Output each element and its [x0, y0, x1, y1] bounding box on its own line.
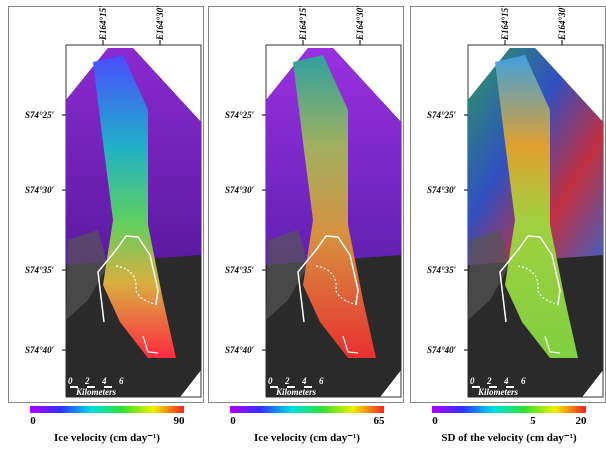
map-panel: N E164°15′ E164°30′ S74°25′ S74°30′ S74°35′ S7…: [8, 5, 204, 444]
lon-label: E164°30′: [155, 5, 165, 41]
colorbar-tick: 65: [374, 415, 386, 427]
glacier: [293, 55, 376, 358]
north-arrow: [473, 62, 487, 72]
lon-label: E164°30′: [355, 5, 365, 41]
lat-label: S74°30′: [427, 185, 457, 195]
colorbar: 0 5 20 SD of the velocity (cm day⁻¹): [432, 406, 587, 444]
lat-label: S74°25′: [25, 110, 55, 120]
scale-tick: 6: [319, 376, 324, 386]
map-panel: N E164°15′ E164°30′ S74°25′ S74°30′ S74°35′ S7…: [410, 5, 606, 444]
ice-front: [342, 335, 359, 354]
rock-light: [468, 230, 510, 320]
north-arrow: [271, 62, 285, 72]
north-label: N: [69, 62, 77, 72]
colorbar-tick: 90: [174, 415, 186, 427]
colorbar-tick: 20: [576, 415, 588, 427]
grounding-line: [297, 235, 359, 323]
scale-tick: 2: [84, 376, 90, 386]
colorbar-tick: 0: [432, 415, 438, 427]
colorbar-tick: 5: [530, 415, 536, 427]
flow-line: [517, 265, 561, 306]
scale-tick: 4: [503, 376, 509, 386]
scale-unit: Kilometers: [477, 387, 518, 397]
north-label: N: [471, 62, 479, 72]
north-arrow: [71, 62, 85, 72]
colorbar-ramp: [432, 406, 586, 413]
colorbar-ramp: [230, 406, 384, 413]
scale-tick: 6: [119, 376, 124, 386]
colorbar-label: Ice velocity (cm day⁻¹): [254, 432, 360, 444]
scale-unit: Kilometers: [275, 387, 316, 397]
flow-line: [115, 265, 159, 306]
lat-label: S74°30′: [25, 185, 55, 195]
scale-tick: 6: [521, 376, 526, 386]
scale-unit: Kilometers: [75, 387, 116, 397]
rock-light: [66, 230, 108, 320]
lat-label: S74°40′: [225, 345, 255, 355]
colorbar: 0 90 Ice velocity (cm day⁻¹): [30, 406, 185, 444]
lon-label: E164°30′: [557, 5, 567, 41]
lon-label: E164°15′: [500, 5, 510, 41]
colorbar: 0 65 Ice velocity (cm day⁻¹): [230, 406, 385, 444]
north-label: N: [269, 62, 277, 72]
lat-label: S74°30′: [225, 185, 255, 195]
map-panel: N E164°15′ E164°30′ S74°25′ S74°30′ S74°35′ S7…: [208, 5, 404, 444]
lon-label: E164°15′: [298, 5, 308, 41]
scale-tick: 4: [101, 376, 107, 386]
lat-label: S74°35′: [225, 265, 255, 275]
scale-tick: 4: [301, 376, 307, 386]
lat-label: S74°35′: [427, 265, 457, 275]
scale-tick: 2: [486, 376, 492, 386]
colorbar-ramp: [30, 406, 184, 413]
rock-light: [266, 230, 308, 320]
ice-front: [142, 335, 159, 354]
glacier: [495, 55, 578, 358]
grounding-line: [97, 235, 159, 323]
lon-label: E164°15′: [98, 5, 108, 41]
flow-line: [315, 265, 359, 306]
colorbar-label: SD of the velocity (cm day⁻¹): [441, 432, 577, 444]
lat-label: S74°25′: [225, 110, 255, 120]
scale-tick: 2: [284, 376, 290, 386]
glacier: [93, 55, 176, 358]
scale-tick: 0: [470, 376, 475, 386]
ice-front: [544, 335, 561, 354]
lat-label: S74°40′: [427, 345, 457, 355]
scale-tick: 0: [268, 376, 273, 386]
lat-label: S74°40′: [25, 345, 55, 355]
grounding-line: [499, 235, 561, 323]
lat-label: S74°35′: [25, 265, 55, 275]
colorbar-tick: 0: [30, 415, 36, 427]
colorbar-tick: 0: [230, 415, 236, 427]
colorbar-label: Ice velocity (cm day⁻¹): [54, 432, 160, 444]
lat-label: S74°25′: [427, 110, 457, 120]
scale-tick: 0: [68, 376, 73, 386]
